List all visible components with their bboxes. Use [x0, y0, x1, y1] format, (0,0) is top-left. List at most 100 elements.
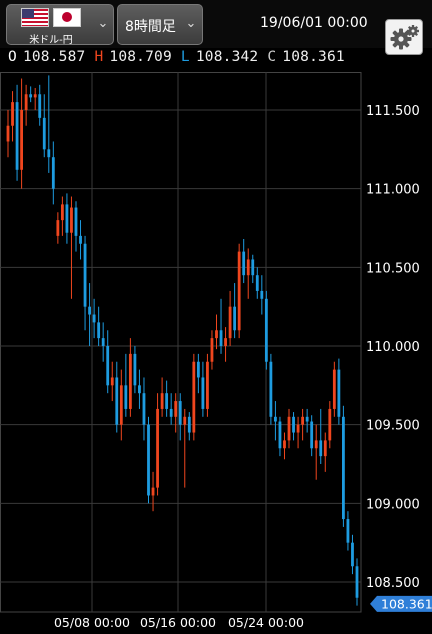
candlestick-chart[interactable]: 111.500 111.000 110.500 110.000 109.500 109.0… — [0, 72, 432, 634]
close-key: C — [267, 49, 277, 65]
candle — [60, 196, 64, 236]
y-tick-label: 111.000 — [366, 183, 420, 198]
candle — [151, 471, 155, 512]
open-key: O — [8, 49, 17, 65]
low-key: L — [180, 49, 190, 65]
candle — [269, 353, 273, 425]
candle — [20, 78, 24, 189]
candle — [24, 84, 28, 126]
candle — [106, 330, 110, 394]
candle — [228, 290, 232, 346]
candle — [138, 369, 141, 409]
candle — [183, 408, 187, 488]
ohlc-readout: O 108.587 H 108.709 L 108.342 C 108.361 — [8, 49, 354, 71]
candle — [287, 408, 291, 449]
currency-pair-label: 米ドル-円 — [29, 35, 73, 46]
candle — [292, 412, 295, 441]
candle — [192, 353, 196, 441]
chevron-down-icon: ⌄ — [97, 16, 109, 31]
timeframe-label: 8時間足 — [125, 19, 176, 35]
settings-button[interactable] — [385, 19, 423, 55]
candle — [15, 84, 19, 181]
candle — [142, 377, 146, 441]
japan-flag-icon — [53, 8, 81, 27]
candle — [147, 416, 150, 504]
x-tick-label: 05/24 00:00 — [228, 615, 304, 630]
y-tick-label: 109.000 — [366, 497, 420, 512]
candle — [29, 86, 33, 103]
candle — [33, 87, 37, 110]
candle — [355, 558, 359, 606]
candle — [124, 353, 128, 417]
candle — [323, 432, 327, 472]
candle — [65, 193, 69, 244]
candle — [83, 235, 87, 331]
candle — [133, 346, 137, 394]
candle — [346, 511, 350, 551]
candle — [305, 408, 309, 433]
candle — [237, 243, 241, 339]
candle — [251, 254, 255, 284]
candle — [160, 377, 164, 417]
candle — [314, 424, 318, 480]
candle — [215, 314, 218, 350]
candle — [274, 401, 277, 441]
candle — [56, 212, 60, 244]
candle — [97, 306, 101, 346]
candle — [110, 361, 114, 402]
close-value: 108.361 — [282, 49, 345, 65]
candle — [47, 75, 51, 173]
plot-area — [0, 72, 362, 613]
candle — [296, 416, 300, 449]
us-flag-icon — [21, 8, 49, 27]
candle — [351, 534, 354, 575]
candle — [119, 369, 123, 441]
x-tick-label: 05/08 00:00 — [54, 615, 130, 630]
low-value: 108.342 — [195, 49, 259, 65]
candle — [242, 239, 246, 284]
candle — [224, 327, 227, 362]
candle — [201, 361, 205, 417]
candle — [328, 401, 332, 449]
candle — [88, 283, 91, 346]
candle — [246, 248, 250, 299]
candle — [264, 290, 268, 370]
candle — [11, 91, 14, 142]
high-key: H — [94, 49, 104, 65]
candle — [79, 220, 82, 260]
candle — [128, 338, 132, 417]
candle — [38, 84, 42, 126]
gear-icon — [390, 25, 419, 50]
y-tick-label: 111.500 — [366, 104, 420, 119]
timeframe-selector[interactable]: 8時間足 ⌄ — [117, 4, 203, 45]
candle — [74, 201, 78, 252]
candle — [156, 393, 159, 496]
candle — [178, 393, 182, 441]
candle — [233, 283, 237, 339]
currency-pair-selector[interactable]: 米ドル-円 ⌄ — [6, 4, 114, 46]
candle — [206, 353, 209, 417]
candle — [283, 432, 286, 460]
candle — [70, 196, 73, 299]
candle — [169, 393, 173, 425]
candle — [196, 353, 200, 394]
candle — [115, 361, 119, 433]
candle — [187, 412, 191, 441]
candle — [210, 330, 214, 370]
x-tick-label: 05/16 00:00 — [140, 615, 216, 630]
chevron-down-icon: ⌄ — [185, 16, 197, 31]
candle — [42, 94, 46, 158]
y-tick-label: 110.500 — [366, 261, 420, 276]
candle — [260, 275, 264, 315]
candle — [101, 322, 105, 362]
y-tick-label: 109.500 — [366, 419, 420, 434]
open-value: 108.587 — [22, 49, 86, 65]
toolbar: 米ドル-円 ⌄ 8時間足 ⌄ 19/06/01 00:00 — [0, 0, 432, 48]
candle — [337, 358, 341, 425]
candle — [51, 141, 55, 205]
candle — [278, 416, 282, 457]
candle — [165, 380, 169, 417]
candle — [332, 361, 336, 417]
current-datetime: 19/06/01 00:00 — [260, 15, 368, 31]
high-value: 108.709 — [109, 49, 172, 65]
